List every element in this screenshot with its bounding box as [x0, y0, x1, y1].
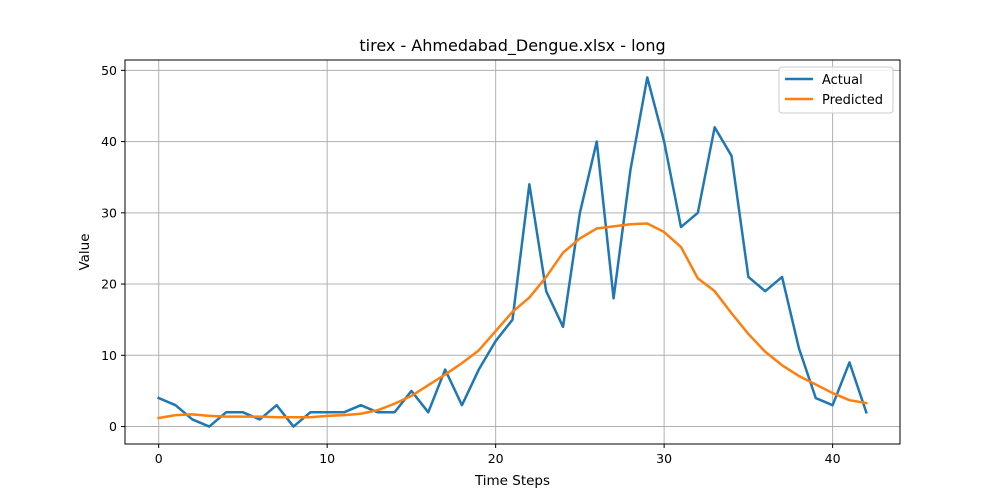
grid-lines [125, 60, 900, 444]
legend: Actual Predicted [778, 66, 894, 114]
y-tick-label: 20 [101, 277, 117, 292]
x-axis: 0 10 20 30 40 [155, 444, 841, 466]
y-tick-label: 40 [101, 134, 117, 149]
x-tick-label: 10 [319, 451, 335, 466]
y-tick-label: 50 [101, 63, 117, 78]
series-layer [157, 76, 868, 428]
x-tick-label: 20 [488, 451, 504, 466]
series-line-predicted [157, 222, 868, 420]
x-tick-label: 40 [825, 451, 841, 466]
legend-label-actual: Actual [822, 73, 863, 88]
plot-frame [124, 59, 901, 445]
x-axis-label: Time Steps [474, 473, 550, 489]
y-tick-label: 0 [109, 419, 117, 434]
chart-title: tirex - Ahmedabad_Dengue.xlsx - long [359, 36, 665, 56]
y-axis-label: Value [77, 233, 93, 270]
y-tick-label: 30 [101, 205, 117, 220]
x-tick-label: 0 [155, 451, 163, 466]
x-tick-label: 30 [656, 451, 672, 466]
y-axis: 0 10 20 30 40 50 [101, 63, 125, 434]
legend-label-predicted: Predicted [822, 93, 883, 108]
y-tick-label: 10 [101, 348, 117, 363]
series-line-actual [157, 76, 868, 428]
